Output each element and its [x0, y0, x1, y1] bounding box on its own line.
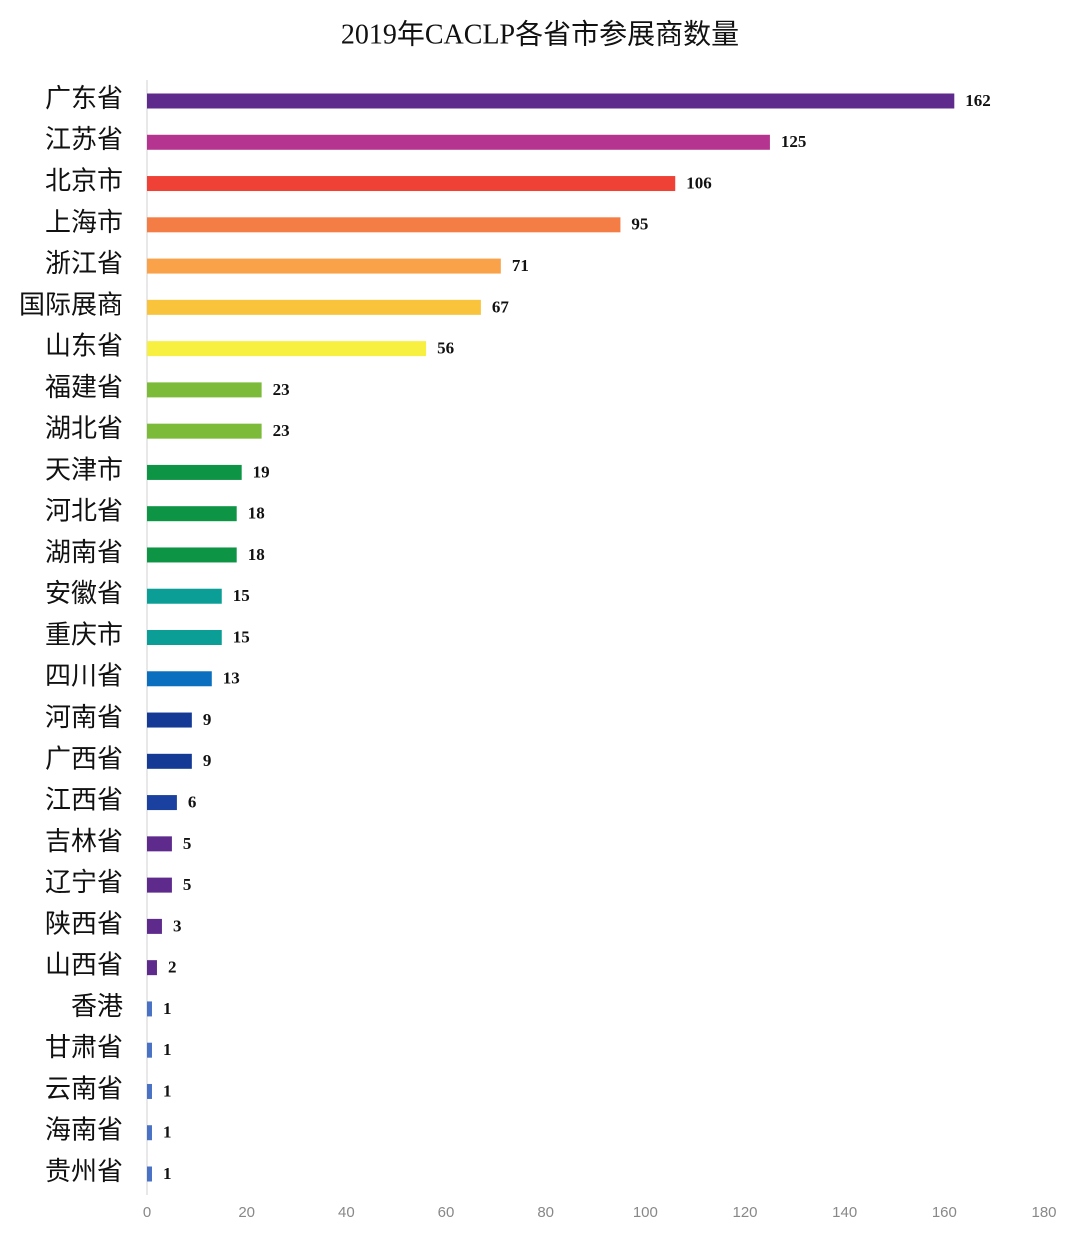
y-tick-label: 陕西省 [45, 909, 123, 938]
y-tick-label: 浙江省 [45, 249, 123, 278]
y-tick-label: 安徽省 [45, 579, 123, 608]
y-tick-label: 河北省 [45, 497, 123, 526]
y-tick-label: 湖南省 [45, 538, 123, 567]
bar [147, 299, 481, 315]
value-label: 18 [248, 504, 265, 523]
bar [147, 423, 262, 439]
bar [147, 1083, 152, 1099]
y-tick-label: 广东省 [45, 84, 123, 113]
bar [147, 464, 242, 480]
y-tick-label: 天津市 [45, 455, 123, 484]
value-label: 23 [273, 421, 290, 440]
value-label: 1 [163, 999, 172, 1018]
y-tick-label: 湖北省 [45, 414, 123, 443]
x-tick-label: 80 [537, 1204, 554, 1221]
value-label: 1 [163, 1040, 172, 1059]
y-tick-label: 四川省 [45, 662, 123, 691]
value-label: 6 [188, 792, 197, 811]
y-tick-label: 河南省 [45, 703, 123, 732]
bar [147, 960, 157, 976]
bar [147, 134, 770, 150]
y-tick-label: 上海市 [45, 208, 123, 237]
value-label: 67 [492, 297, 510, 316]
bar [147, 176, 676, 192]
y-tick-label: 海南省 [45, 1116, 123, 1145]
y-tick-label: 国际展商 [19, 290, 123, 319]
y-tick-label: 香港 [71, 992, 123, 1021]
value-label: 19 [253, 462, 270, 481]
chart-title: 2019年CACLP各省市参展商数量 [341, 18, 739, 50]
bar [147, 1042, 152, 1058]
bar [147, 341, 427, 357]
bar [147, 1125, 152, 1141]
bar [147, 1001, 152, 1017]
y-tick-label: 重庆市 [45, 620, 123, 649]
bar [147, 753, 192, 769]
x-tick-label: 180 [1031, 1204, 1056, 1221]
value-label: 162 [965, 91, 991, 110]
y-tick-label: 贵州省 [45, 1157, 123, 1186]
value-label: 13 [223, 669, 240, 688]
value-label: 3 [173, 916, 182, 935]
value-label: 1 [163, 1164, 172, 1183]
value-label: 106 [686, 173, 712, 192]
x-tick-label: 0 [143, 1204, 151, 1221]
value-label: 56 [437, 339, 454, 358]
y-tick-label: 广西省 [45, 744, 123, 773]
x-tick-label: 120 [732, 1204, 757, 1221]
value-label: 1 [163, 1081, 172, 1100]
x-tick-label: 160 [932, 1204, 957, 1221]
bar [147, 630, 222, 645]
value-label: 95 [631, 215, 648, 234]
y-tick-label: 山东省 [45, 332, 123, 361]
y-tick-label: 吉林省 [45, 827, 123, 856]
x-tick-label: 60 [438, 1204, 455, 1221]
value-label: 23 [273, 380, 290, 399]
y-tick-label: 甘肃省 [45, 1033, 123, 1062]
value-label: 18 [248, 545, 265, 564]
value-label: 2 [168, 958, 177, 977]
bar [147, 382, 262, 398]
bar [147, 712, 192, 728]
bar [147, 795, 177, 811]
y-tick-label: 福建省 [45, 373, 123, 402]
value-label: 1 [163, 1123, 172, 1142]
bar [147, 547, 237, 563]
y-tick-label: 江西省 [45, 786, 123, 815]
bar [147, 918, 162, 934]
value-label: 125 [781, 132, 807, 151]
bar [147, 836, 172, 852]
bar [147, 93, 955, 109]
value-label: 15 [233, 586, 250, 605]
x-tick-label: 100 [633, 1204, 658, 1221]
x-tick-label: 40 [338, 1204, 355, 1221]
y-tick-label: 辽宁省 [45, 868, 123, 897]
y-tick-label: 山西省 [45, 951, 123, 980]
y-tick-label: 云南省 [45, 1074, 123, 1103]
bar [147, 1166, 152, 1182]
y-tick-label: 江苏省 [45, 125, 123, 154]
bar [147, 877, 172, 893]
bar [147, 506, 237, 522]
value-label: 5 [183, 875, 192, 894]
y-tick-label: 北京市 [45, 167, 123, 196]
bar [147, 258, 501, 274]
x-tick-label: 140 [832, 1204, 857, 1221]
value-label: 71 [512, 256, 529, 275]
bar [147, 671, 212, 687]
x-tick-label: 20 [238, 1204, 255, 1221]
value-label: 5 [183, 834, 192, 853]
bar [147, 217, 621, 233]
bar [147, 588, 222, 604]
value-label: 15 [233, 627, 250, 646]
value-label: 9 [203, 751, 212, 770]
value-label: 9 [203, 710, 212, 729]
